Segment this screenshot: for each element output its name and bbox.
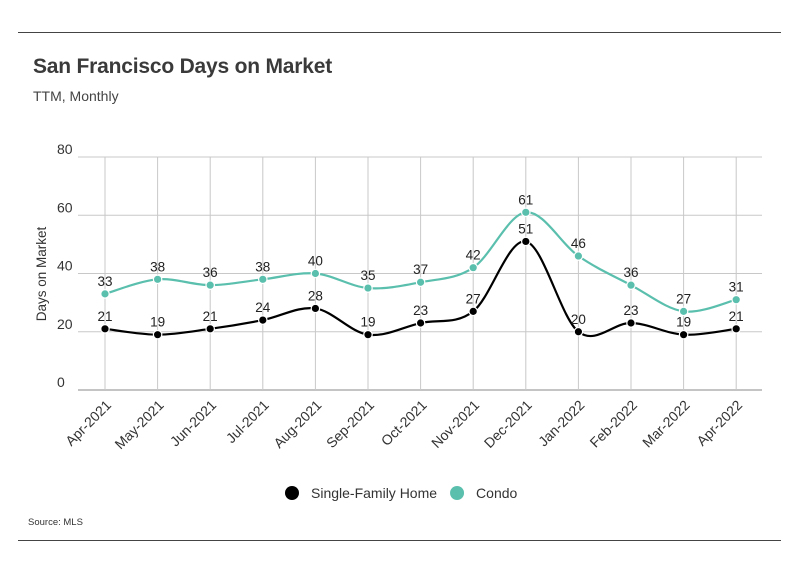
x-tick-label: Sep-2021 <box>323 397 377 451</box>
data-label-condo: 36 <box>623 265 638 280</box>
y-tick-label-60: 60 <box>57 199 73 215</box>
data-label-single-family-home: 24 <box>255 300 271 315</box>
data-point-single-family-home <box>363 329 373 340</box>
data-point-condo <box>257 274 268 285</box>
data-label-condo: 35 <box>360 268 375 283</box>
data-label-condo: 27 <box>676 291 691 306</box>
data-point-single-family-home <box>205 324 215 334</box>
data-label-condo: 33 <box>97 274 112 289</box>
y-tick-label-0: 0 <box>57 374 65 390</box>
grid <box>78 156 762 391</box>
data-point-condo <box>678 306 689 317</box>
data-label-condo: 46 <box>571 236 586 251</box>
legend-label-condo: Condo <box>476 485 517 501</box>
series-condo: 33 38 36 38 40 35 37 42 61 46 36 27 31 <box>97 192 744 317</box>
data-point-single-family-home <box>573 326 584 337</box>
data-point-condo <box>415 277 426 288</box>
data-point-condo <box>573 251 584 261</box>
x-tick-label: Aug-2021 <box>270 397 324 451</box>
x-tick-label: Apr-2022 <box>693 397 745 449</box>
data-label-single-family-home: 19 <box>150 315 165 330</box>
x-tick-label: Jun-2021 <box>167 397 220 450</box>
data-point-condo <box>731 294 741 305</box>
chart-title: San Francisco Days on Market <box>33 55 333 78</box>
data-label-condo: 61 <box>518 192 533 207</box>
y-axis-label: Days on Market <box>34 226 49 321</box>
data-label-single-family-home: 20 <box>571 312 586 327</box>
data-point-condo <box>626 280 636 290</box>
legend-marker-condo <box>450 486 465 500</box>
y-tick-label-40: 40 <box>57 258 73 274</box>
legend-label-single-family-home: Single-Family Home <box>311 485 437 501</box>
data-point-single-family-home <box>468 306 478 317</box>
x-tick-label: Dec-2021 <box>481 397 535 451</box>
x-tick-label: Feb-2022 <box>586 397 640 451</box>
data-label-condo: 42 <box>466 248 481 263</box>
y-tick-label-80: 80 <box>57 141 73 157</box>
x-tick-label: Jul-2021 <box>223 397 272 446</box>
source-note: Source: MLS <box>28 517 83 528</box>
series-layer: 33 38 36 38 40 35 37 42 61 46 36 27 31 21 19 21 24 28 19 23… <box>97 192 744 340</box>
data-point-single-family-home <box>100 324 110 334</box>
data-label-condo: 37 <box>413 262 428 277</box>
y-tick-label-20: 20 <box>57 316 73 332</box>
legend-item-single-family-home: Single-Family Home <box>285 485 437 501</box>
data-point-condo <box>468 262 478 273</box>
data-point-single-family-home <box>626 318 636 328</box>
data-label-single-family-home: 19 <box>360 315 375 330</box>
x-tick-label: Mar-2022 <box>639 397 693 451</box>
data-label-single-family-home: 19 <box>676 315 691 330</box>
data-point-single-family-home <box>678 329 689 340</box>
data-point-single-family-home <box>415 318 426 328</box>
data-label-single-family-home: 21 <box>97 309 112 324</box>
data-point-single-family-home <box>310 303 321 314</box>
data-label-single-family-home: 21 <box>729 309 744 324</box>
x-tick-label: May-2021 <box>111 397 166 452</box>
data-label-condo: 38 <box>255 259 270 274</box>
data-label-single-family-home: 28 <box>308 288 323 303</box>
data-label-single-family-home: 51 <box>518 221 533 236</box>
data-label-condo: 38 <box>150 259 165 274</box>
data-label-single-family-home: 23 <box>413 303 428 318</box>
legend-marker-single-family-home <box>285 486 299 500</box>
chart-subtitle: TTM, Monthly <box>33 88 119 104</box>
y-axis-ticks: 0 20 40 60 80 <box>57 141 73 390</box>
data-point-condo <box>310 268 321 279</box>
data-point-condo <box>100 289 110 299</box>
data-point-single-family-home <box>731 324 741 334</box>
data-point-condo <box>152 274 163 285</box>
x-tick-label: Nov-2021 <box>428 397 482 451</box>
data-point-single-family-home <box>257 315 268 325</box>
data-point-condo <box>363 283 373 293</box>
data-point-condo <box>520 207 531 218</box>
top-rule <box>18 32 781 33</box>
data-label-condo: 40 <box>308 254 323 269</box>
legend: Single-Family Home Condo <box>285 485 518 501</box>
x-tick-label: Apr-2021 <box>62 397 114 449</box>
data-point-condo <box>205 280 215 290</box>
data-label-single-family-home: 27 <box>466 291 481 306</box>
legend-item-condo: Condo <box>450 485 518 501</box>
data-label-condo: 31 <box>729 280 744 295</box>
x-tick-label: Oct-2021 <box>378 397 430 449</box>
data-point-single-family-home <box>520 236 531 247</box>
data-label-condo: 36 <box>203 265 218 280</box>
data-label-single-family-home: 21 <box>203 309 218 324</box>
data-label-single-family-home: 23 <box>623 303 638 318</box>
data-point-single-family-home <box>152 329 163 340</box>
x-tick-label: Jan-2022 <box>535 397 588 450</box>
series-single-family-home: 21 19 21 24 28 19 23 27 51 20 23 19 21 <box>97 221 744 340</box>
bottom-rule <box>18 540 781 541</box>
